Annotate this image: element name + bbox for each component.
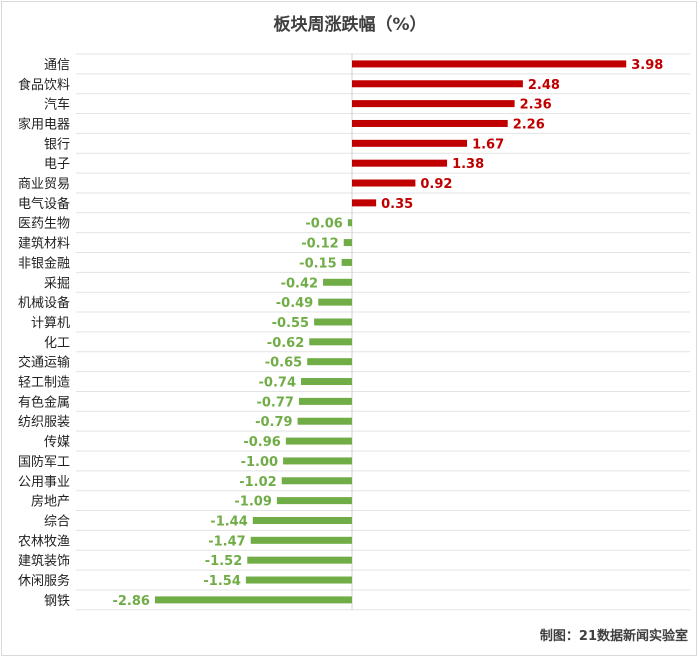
bar-19: [297, 417, 352, 425]
bar-22: [281, 477, 352, 485]
bar-9: [347, 219, 352, 227]
bar-11: [341, 258, 352, 266]
bar-24: [252, 516, 352, 524]
chart-title: 板块周涨跌幅（%）: [273, 15, 427, 35]
value-label: -0.96: [243, 435, 280, 450]
category-label: 农林牧渔: [18, 534, 70, 549]
category-label: 有色金属: [18, 394, 70, 410]
bar-2: [352, 80, 523, 88]
value-label: 2.48: [528, 78, 560, 93]
value-label: -0.65: [265, 356, 302, 371]
value-label: -1.54: [203, 574, 240, 589]
value-label: -1.09: [234, 495, 271, 510]
category-label: 纺织服装: [18, 415, 70, 430]
bar-26: [247, 556, 352, 564]
value-label: -0.06: [305, 217, 342, 232]
value-label: -0.12: [301, 237, 338, 252]
category-label: 银行: [44, 137, 70, 152]
value-label: 2.26: [513, 117, 545, 132]
category-label: 综合: [44, 514, 70, 529]
value-label: -0.77: [256, 395, 293, 410]
bar-13: [318, 298, 352, 306]
category-label: 通信: [44, 58, 70, 73]
category-label: 房地产: [31, 494, 70, 510]
category-label: 钢铁: [44, 594, 70, 609]
category-label: 休闲服务: [18, 573, 70, 589]
category-label: 轻工制造: [18, 376, 70, 391]
value-label: 3.98: [631, 58, 663, 73]
category-label: 化工: [44, 336, 70, 351]
category-label: 公用事业: [18, 475, 70, 490]
bar-5: [352, 139, 468, 147]
bar-18: [298, 397, 352, 405]
category-label: 建筑装饰: [18, 553, 70, 569]
value-label: -2.86: [112, 594, 149, 609]
value-label: 2.36: [520, 98, 552, 113]
bar-27: [245, 576, 352, 584]
bar-21: [283, 457, 352, 465]
bar-17: [301, 378, 352, 386]
bar-1: [352, 60, 627, 68]
bar-23: [276, 497, 352, 505]
value-label: -1.44: [210, 514, 247, 529]
bar-4: [352, 119, 508, 127]
category-label: 商业贸易: [18, 177, 70, 192]
category-label: 国防军工: [18, 454, 70, 470]
value-label: 1.67: [472, 137, 504, 152]
category-label: 电子: [44, 157, 70, 172]
bar-6: [352, 159, 448, 167]
bar-16: [307, 358, 352, 366]
bar-12: [323, 278, 352, 286]
category-label: 建筑材料: [18, 236, 70, 252]
bar-10: [343, 239, 352, 247]
value-label: -0.49: [276, 296, 313, 311]
category-label: 采掘: [44, 276, 70, 291]
bar-14: [314, 318, 352, 326]
value-label: -1.47: [208, 534, 245, 549]
value-label: -0.55: [272, 316, 309, 331]
value-label: -0.42: [281, 276, 318, 291]
bar-20: [285, 437, 352, 445]
category-label: 计算机: [31, 316, 70, 331]
bar-8: [352, 199, 377, 207]
value-label: -0.79: [255, 415, 292, 430]
value-label: -0.62: [267, 336, 304, 351]
category-label: 医药生物: [18, 217, 70, 232]
value-label: -1.02: [239, 475, 276, 490]
chart-credit: 制图：21数据新闻实验室: [539, 629, 688, 644]
value-label: 0.35: [381, 197, 413, 212]
value-label: -1.00: [241, 455, 278, 470]
bar-15: [309, 338, 352, 346]
category-label: 食品饮料: [18, 77, 70, 93]
bar-7: [352, 179, 416, 187]
bar-3: [352, 100, 515, 108]
value-label: 1.38: [452, 157, 484, 172]
category-label: 非银金融: [18, 255, 70, 271]
category-label: 传媒: [44, 435, 70, 450]
category-label: 交通运输: [18, 355, 70, 371]
category-label: 汽车: [44, 97, 70, 113]
category-label: 电气设备: [18, 196, 70, 212]
category-label: 家用电器: [18, 116, 70, 132]
category-label: 机械设备: [18, 295, 70, 311]
value-label: 0.92: [420, 177, 452, 192]
bar-28: [154, 596, 352, 604]
value-label: -0.74: [259, 376, 296, 391]
value-label: -0.15: [299, 256, 336, 271]
bar-25: [250, 536, 352, 544]
value-label: -1.52: [205, 554, 242, 569]
